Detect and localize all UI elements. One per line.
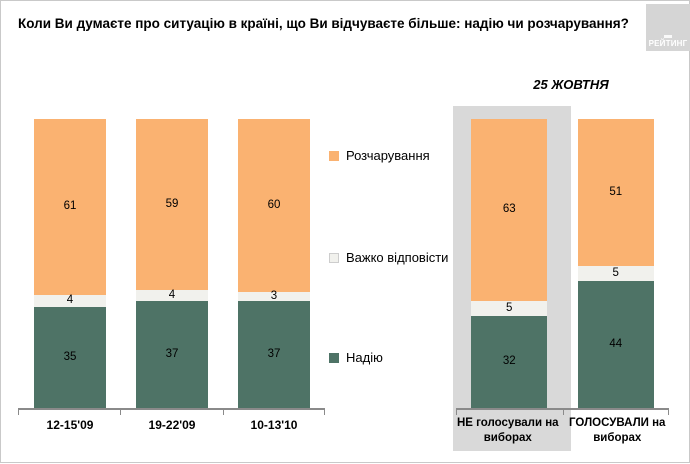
category-label: 19-22'09 [148,418,196,432]
stacked-bar-19-22'09: 59 4 37 [136,119,208,408]
legend-label: Надію [346,350,383,365]
segment-value-label: 5 [612,266,619,279]
bar-slot: 63 5 32 [456,119,563,408]
legend-swatch-hope-icon [329,352,339,363]
segment-vazhko-vidpovisty: 4 [136,288,208,302]
axis-labels-left: 12-15'09 19-22'09 10-13'10 [19,418,325,434]
segment-value-label: 60 [267,198,281,211]
segment-value-label: 35 [63,350,77,363]
segment-value-label: 37 [267,347,281,360]
segment-value-label: 59 [165,197,179,210]
axis-tick [222,410,224,415]
axis-labels-right: НЕ голосували на виборах ГОЛОСУВАЛИ на ви… [453,416,672,446]
category-label: 10-13'10 [250,418,298,432]
axis-tick [120,410,122,415]
segment-nadiiu: 44 [577,280,654,408]
legend-label: Важко відповісти [346,250,449,265]
segment-nadiiu: 37 [238,301,310,408]
axis-tick [456,410,457,415]
segment-value-label: 61 [63,200,77,213]
segment-value-label: 3 [270,289,278,302]
segment-value-label: 4 [66,294,74,307]
legend-swatch-disappointment-icon [329,150,339,161]
segment-nadiiu: 32 [471,315,548,408]
category-label: НЕ голосували на виборах [456,417,559,444]
segment-vazhko-vidpovisty: 3 [238,289,310,302]
segment-value-label: 4 [168,288,176,301]
bar-group-waves: 61 4 35 59 4 37 60 3 37 [19,119,325,408]
rating-logo: РЕЙТИНГ [646,4,690,51]
segment-rozcharuvannia: 51 [577,119,654,267]
segment-rozcharuvannia: 59 [136,119,208,290]
legend-item-hope: Надію [329,350,383,365]
segment-rozcharuvannia: 60 [238,119,310,293]
axis-tick [324,410,325,415]
bar-slot: 51 5 44 [563,119,670,408]
legend-label: Розчарування [346,148,430,163]
legend: Розчарування Важко відповісти Надію [329,1,449,464]
segment-value-label: 63 [502,203,516,216]
x-axis-right [456,408,669,415]
segment-value-label: 44 [609,337,623,350]
segment-value-label: 37 [165,347,179,360]
bar-slot: 61 4 35 [19,119,121,408]
chart-title: Коли Ви думаєте про ситуацію в країні, щ… [18,16,629,31]
segment-rozcharuvannia: 61 [34,119,106,296]
bar-group-25-october: 63 5 32 51 5 44 [456,119,669,408]
legend-swatch-hard-to-say-icon [329,252,339,263]
segment-vazhko-vidpovisty: 4 [34,295,106,307]
axis-tick [668,410,669,415]
segment-value-label: 5 [506,301,513,314]
annotation-25-october: 25 ЖОВТНЯ [533,77,609,92]
rating-logo-mark-icon [664,35,672,38]
axis-tick [562,410,564,415]
segment-value-label: 51 [609,185,623,198]
category-label: ГОЛОСУВАЛИ на виборах [569,417,666,444]
legend-item-disappointment: Розчарування [329,148,430,163]
segment-nadiiu: 35 [34,306,106,408]
axis-tick [18,410,19,415]
stacked-bar-10-13'10: 60 3 37 [238,119,310,408]
legend-item-hard-to-say: Важко відповісти [329,250,448,265]
segment-value-label: 32 [502,354,516,367]
stacked-bar-ГОЛОСУВАЛИ на виборах: 51 5 44 [577,119,654,408]
segment-vazhko-vidpovisty: 5 [577,266,654,281]
stacked-bar-НЕ голосували на виборах: 63 5 32 [471,119,548,408]
segment-rozcharuvannia: 63 [471,119,548,302]
bar-slot: 60 3 37 [223,119,325,408]
category-label: 12-15'09 [46,418,94,432]
rating-logo-text: РЕЙТИНГ [648,39,688,48]
x-axis-left [18,408,325,415]
segment-nadiiu: 37 [136,301,208,408]
segment-vazhko-vidpovisty: 5 [471,301,548,316]
bar-slot: 59 4 37 [121,119,223,408]
stacked-bar-12-15'09: 61 4 35 [34,119,106,408]
